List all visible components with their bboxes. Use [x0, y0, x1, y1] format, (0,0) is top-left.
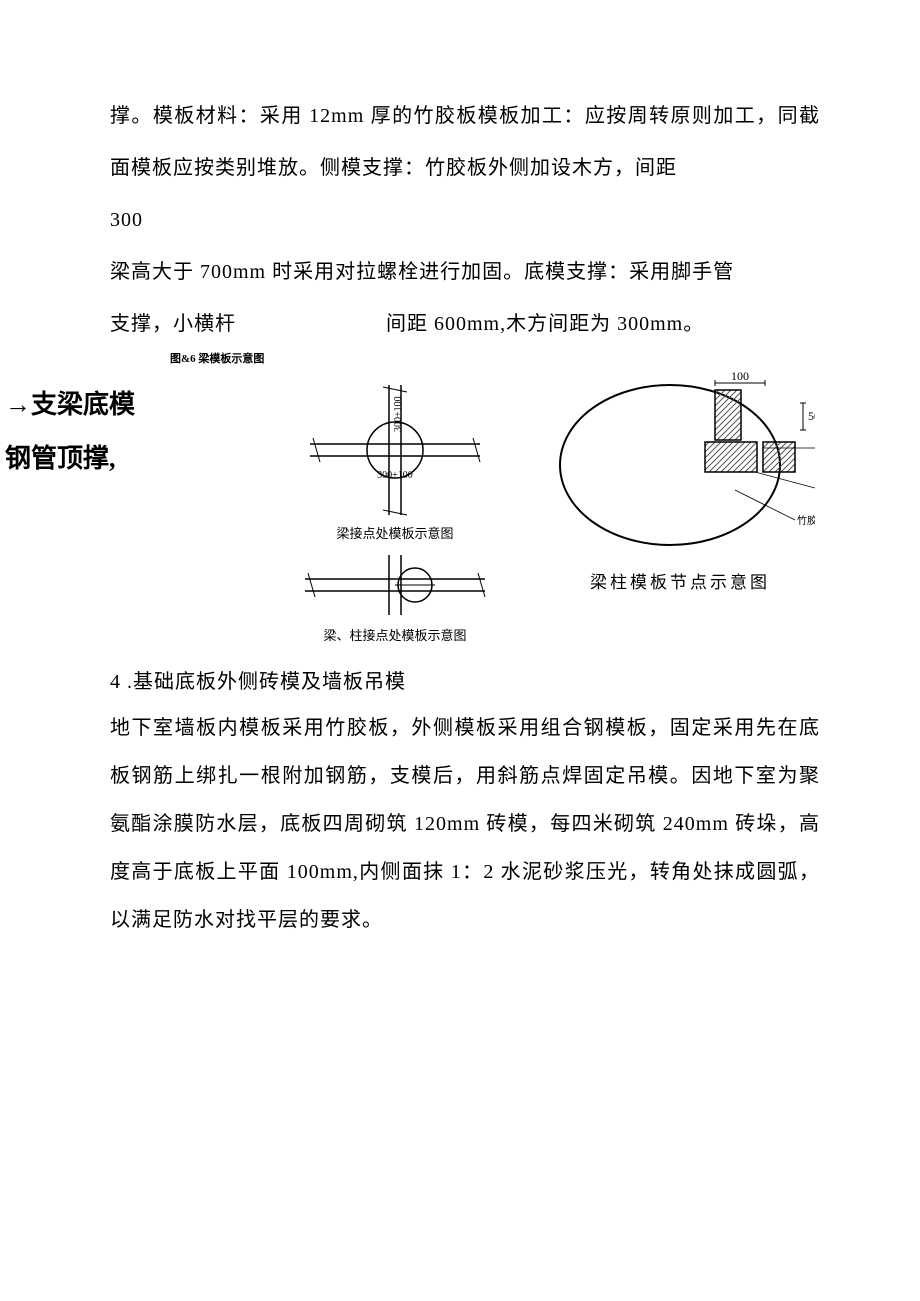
- paragraph-4: 地下室墙板内模板采用竹胶板，外侧模板采用组合钢模板，固定采用先在底板钢筋上绑扎一…: [110, 704, 820, 944]
- paragraph-1-number: 300: [110, 194, 820, 246]
- beam-joint-cross-diagram: 300+100 300+100 梁接点处模板示意图: [310, 385, 480, 541]
- beam-column-node-detail-diagram: 100 50 50×100木方 100×100木方 竹胶板 梁柱模板节点示意图: [560, 370, 815, 592]
- paragraph-1: 撑。模板材料：采用 12mm 厚的竹胶板模板加工：应按周转原则加工，同截面模板应…: [110, 90, 820, 194]
- cross-caption: 梁接点处模板示意图: [336, 526, 453, 541]
- beam-column-joint-tee-diagram: 梁、柱接点处模板示意图: [305, 555, 485, 643]
- figure-diagrams: →支梁底模 钢管顶撑, 300+100 300+100 梁接点处模板: [115, 370, 815, 650]
- dim-v: 300+100: [393, 396, 404, 432]
- right-caption: 梁柱模板节点示意图: [590, 573, 770, 592]
- label-3: 竹胶板: [797, 514, 815, 527]
- paragraph-2: 梁高大于 700mm 时采用对拉螺栓进行加固。底模支撑：采用脚手管: [110, 246, 820, 298]
- tee-caption: 梁、柱接点处模板示意图: [323, 628, 466, 643]
- dim-h: 300+100: [377, 470, 413, 481]
- page: 撑。模板材料：采用 12mm 厚的竹胶板模板加工：应按周转原则加工，同截面模板应…: [0, 0, 920, 1301]
- figure-caption: 图&6 梁模板示意图: [170, 350, 820, 366]
- section-4-heading: 4 .基础底板外侧砖模及墙板吊模: [110, 660, 820, 704]
- dim-right: 50: [808, 409, 815, 423]
- diagram-svg: 300+100 300+100 梁接点处模板示意图 梁、柱接点处模板示意图: [115, 370, 815, 650]
- dim-top: 100: [731, 370, 749, 383]
- paragraph-3-row: 支撑，小横杆 间距 600mm,木方间距为 300mm。: [110, 298, 820, 350]
- paragraph-3-left: 支撑，小横杆: [110, 298, 236, 350]
- side-label-bottom: 钢管顶撑,: [5, 438, 116, 475]
- paragraph-3-right: 间距 600mm,木方间距为 300mm。: [386, 298, 820, 350]
